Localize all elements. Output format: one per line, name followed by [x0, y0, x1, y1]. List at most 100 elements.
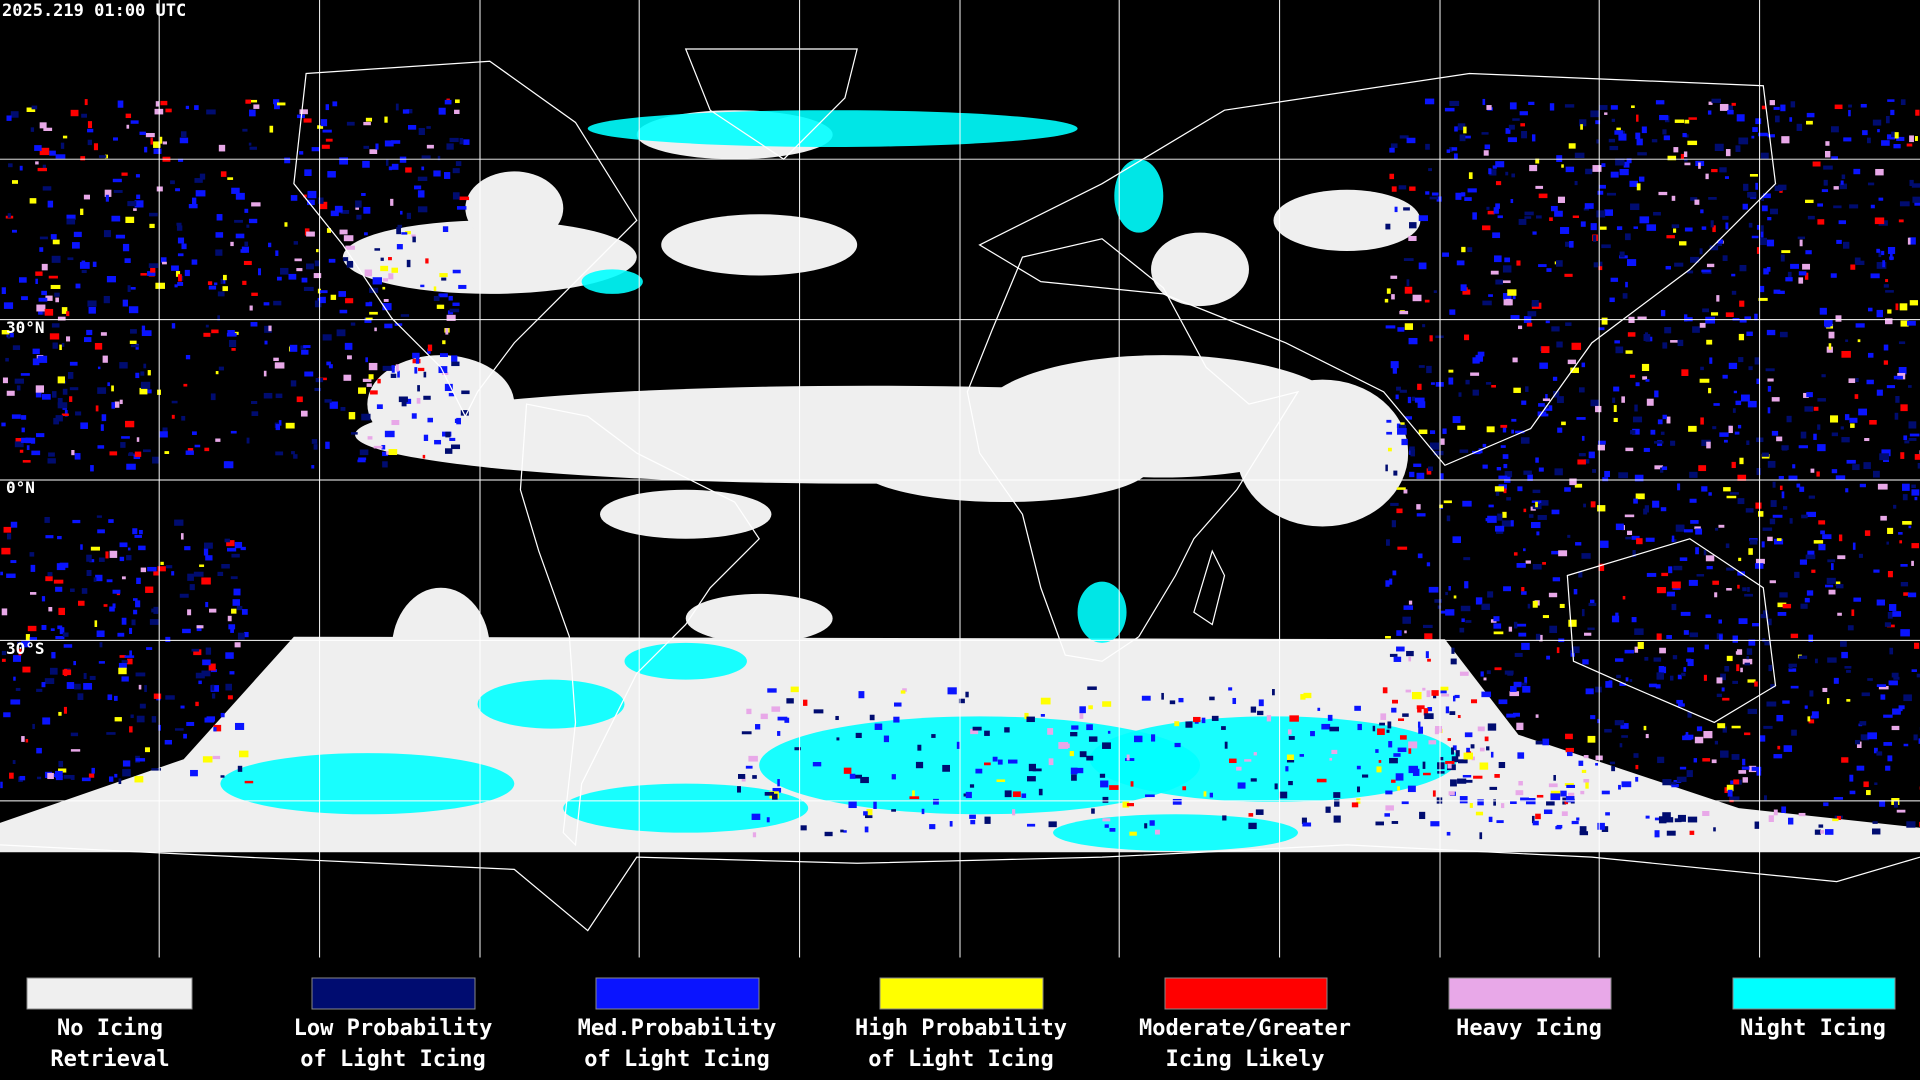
icing-pixel — [444, 448, 453, 454]
icing-pixel — [230, 241, 234, 247]
icing-pixel — [1779, 331, 1788, 338]
icing-pixel — [1086, 724, 1093, 731]
icing-pixel — [1403, 489, 1408, 494]
icing-pixel — [1887, 246, 1896, 254]
icing-pixel — [1849, 774, 1854, 782]
icing-pixel — [737, 786, 741, 793]
icing-pixel — [146, 647, 153, 650]
icing-pixel — [1619, 743, 1623, 748]
icing-pixel — [1535, 457, 1539, 463]
icing-pixel — [1781, 491, 1785, 499]
icing-pixel — [1266, 715, 1272, 722]
icing-pixel — [1622, 293, 1628, 299]
icing-pixel — [1529, 164, 1538, 172]
icing-pixel — [1436, 196, 1442, 202]
icing-pixel — [1494, 486, 1505, 492]
icing-pixel — [189, 584, 195, 591]
icing-pixel — [1789, 117, 1793, 122]
icing-pixel — [1506, 713, 1516, 718]
icing-pixel — [1634, 628, 1644, 635]
icing-pixel — [1872, 828, 1881, 835]
icing-pixel — [183, 733, 187, 739]
icing-pixel — [917, 744, 922, 751]
icing-pixel — [1185, 721, 1193, 728]
icing-pixel — [1411, 691, 1422, 700]
icing-pixel — [118, 662, 127, 670]
icing-pixel — [397, 370, 400, 378]
icing-pixel — [1524, 676, 1528, 684]
icing-pixel — [1824, 150, 1831, 158]
icing-pixel — [140, 371, 145, 376]
icing-pixel — [1705, 555, 1715, 562]
icing-pixel — [1590, 110, 1600, 118]
icing-pixel — [1792, 464, 1796, 469]
icing-pixel — [359, 449, 369, 456]
icing-pixel — [1079, 751, 1087, 758]
icing-pixel — [90, 546, 100, 551]
icing-pixel — [120, 442, 126, 448]
icing-pixel — [1706, 339, 1713, 345]
icing-pixel — [215, 371, 219, 375]
icing-pixel — [1908, 385, 1912, 388]
icing-pixel — [240, 546, 246, 551]
icing-pixel — [1903, 592, 1910, 596]
icing-pixel — [848, 801, 857, 809]
icing-pixel — [382, 286, 386, 290]
icing-pixel — [1886, 134, 1896, 140]
icing-pixel — [1492, 165, 1497, 169]
icing-pixel — [54, 770, 63, 778]
icing-pixel — [1403, 207, 1410, 211]
icing-pixel — [185, 105, 190, 110]
icing-pixel — [1747, 192, 1757, 198]
icing-pixel — [1870, 273, 1880, 279]
icing-pixel — [228, 624, 236, 630]
icing-pixel — [1814, 829, 1821, 835]
icing-pixel — [95, 405, 99, 412]
icing-pixel — [1209, 696, 1215, 701]
icing-pixel — [362, 160, 370, 168]
icing-pixel — [1727, 789, 1733, 797]
icing-pixel — [195, 672, 205, 679]
icing-pixel — [1391, 707, 1397, 713]
icing-pixel — [1377, 728, 1385, 735]
icing-pixel — [111, 402, 115, 409]
icing-pixel — [984, 816, 991, 824]
icing-pixel — [1656, 587, 1666, 594]
icing-pixel — [164, 451, 170, 455]
icing-pixel — [388, 257, 392, 261]
icing-pixel — [36, 776, 42, 780]
icing-pixel — [1464, 334, 1470, 341]
icing-pixel — [1688, 117, 1697, 120]
icing-pixel — [1631, 617, 1637, 623]
icing-pixel — [1798, 445, 1808, 449]
icing-pixel — [118, 778, 122, 785]
icing-pixel — [1719, 432, 1729, 437]
icing-pixel — [1523, 548, 1526, 552]
night-icing-region — [1053, 814, 1298, 852]
icing-pixel — [1800, 603, 1808, 609]
icing-pixel — [251, 202, 261, 207]
icing-pixel — [1503, 299, 1513, 306]
icing-pixel — [1643, 334, 1651, 342]
icing-pixel — [1725, 543, 1730, 549]
icing-pixel — [1621, 735, 1628, 738]
icing-pixel — [1564, 104, 1575, 108]
icing-pixel — [1721, 687, 1725, 692]
icing-pixel — [1683, 667, 1687, 672]
icing-pixel — [1680, 153, 1684, 159]
icing-pixel — [391, 163, 399, 170]
icing-pixel — [1129, 831, 1137, 836]
icing-pixel — [1590, 223, 1597, 231]
icing-pixel — [3, 526, 12, 533]
icing-pixel — [0, 571, 4, 576]
icing-pixel — [1408, 747, 1412, 754]
icing-pixel — [187, 573, 194, 581]
icing-pixel — [1389, 578, 1393, 585]
icing-pixel — [1151, 734, 1156, 742]
icing-pixel — [1899, 540, 1903, 544]
icing-pixel — [1896, 809, 1906, 813]
icing-pixel — [3, 712, 11, 718]
icing-pixel — [1597, 190, 1604, 195]
icing-pixel — [268, 325, 272, 332]
icing-pixel — [340, 407, 346, 411]
